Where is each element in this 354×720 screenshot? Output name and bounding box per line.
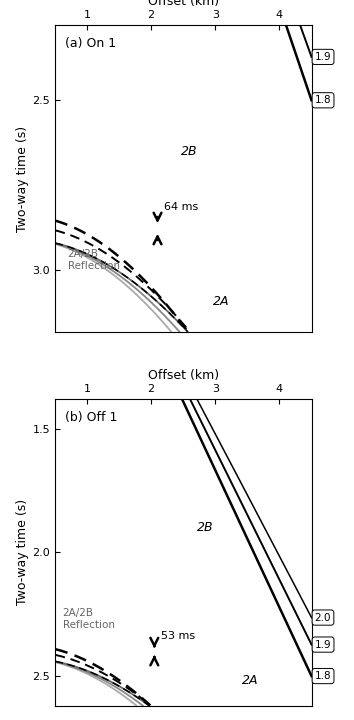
X-axis label: Offset (km): Offset (km) <box>148 369 219 382</box>
Y-axis label: Two-way time (s): Two-way time (s) <box>17 125 29 232</box>
Text: 2B: 2B <box>181 145 198 158</box>
X-axis label: Offset (km): Offset (km) <box>148 0 219 8</box>
Text: 2A/2B
Reflection: 2A/2B Reflection <box>68 249 120 271</box>
Text: (b) Off 1: (b) Off 1 <box>65 411 118 424</box>
Text: 1.8: 1.8 <box>315 671 331 681</box>
Text: (a) On 1: (a) On 1 <box>65 37 116 50</box>
Text: 64 ms: 64 ms <box>164 202 198 212</box>
Text: 1.9: 1.9 <box>315 639 331 649</box>
Text: 2A/2B
Reflection: 2A/2B Reflection <box>63 608 115 630</box>
Text: 1.8: 1.8 <box>315 95 331 105</box>
Y-axis label: Two-way time (s): Two-way time (s) <box>17 499 29 606</box>
Text: 2A: 2A <box>213 294 230 307</box>
Text: 2B: 2B <box>197 521 214 534</box>
Text: 2A: 2A <box>242 675 259 688</box>
Text: 1.9: 1.9 <box>315 52 331 62</box>
Text: 53 ms: 53 ms <box>161 631 195 642</box>
Text: 2.0: 2.0 <box>315 613 331 623</box>
